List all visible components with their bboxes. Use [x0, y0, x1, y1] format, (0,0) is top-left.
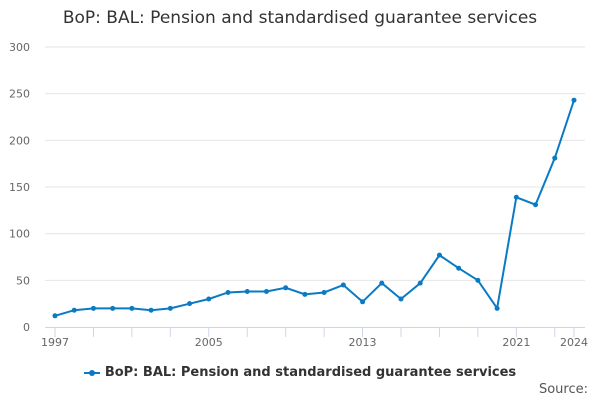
series-line — [54, 99, 575, 317]
data-point — [340, 282, 346, 288]
data-point — [475, 277, 481, 283]
legend-label: BoP: BAL: Pension and standardised guara… — [104, 365, 517, 380]
data-point — [110, 305, 116, 311]
data-point — [225, 289, 231, 295]
data-point — [552, 155, 558, 161]
data-point — [52, 313, 58, 319]
y-tick-label: 100 — [9, 228, 30, 241]
legend[interactable]: BoP: BAL: Pension and standardised guara… — [0, 365, 600, 380]
y-tick-label: 300 — [9, 41, 30, 54]
data-point — [436, 252, 442, 258]
data-point — [129, 305, 135, 311]
x-tick-label: 2005 — [195, 336, 223, 349]
y-tick-label: 250 — [9, 88, 30, 101]
y-tick-label: 200 — [9, 134, 30, 147]
data-point — [321, 289, 327, 295]
x-tick-label: 2021 — [502, 336, 530, 349]
data-point — [571, 97, 577, 103]
y-tick-label: 0 — [23, 321, 30, 334]
data-point — [71, 307, 77, 313]
data-point — [533, 202, 539, 208]
data-point — [302, 291, 308, 297]
data-point — [90, 305, 96, 311]
data-point — [187, 301, 193, 307]
x-tick-label: 2013 — [349, 336, 377, 349]
x-tick-label: 1997 — [41, 336, 69, 349]
data-point — [263, 289, 269, 295]
data-point — [456, 265, 462, 271]
data-point — [167, 305, 173, 311]
data-point — [379, 280, 385, 286]
data-point — [148, 307, 154, 313]
data-point — [513, 194, 519, 200]
source-label: Source: — [538, 382, 588, 397]
y-tick-label: 150 — [9, 181, 30, 194]
data-point — [206, 296, 212, 302]
data-point — [494, 305, 500, 311]
data-point — [283, 285, 289, 291]
chart-title: BoP: BAL: Pension and standardised guara… — [62, 8, 538, 28]
data-point — [417, 280, 423, 286]
x-tick-label: 2024 — [560, 336, 588, 349]
y-tick-label: 50 — [16, 274, 30, 287]
data-point — [398, 296, 404, 302]
data-point — [244, 289, 250, 295]
data-point — [360, 299, 366, 305]
legend-swatch — [83, 369, 100, 376]
